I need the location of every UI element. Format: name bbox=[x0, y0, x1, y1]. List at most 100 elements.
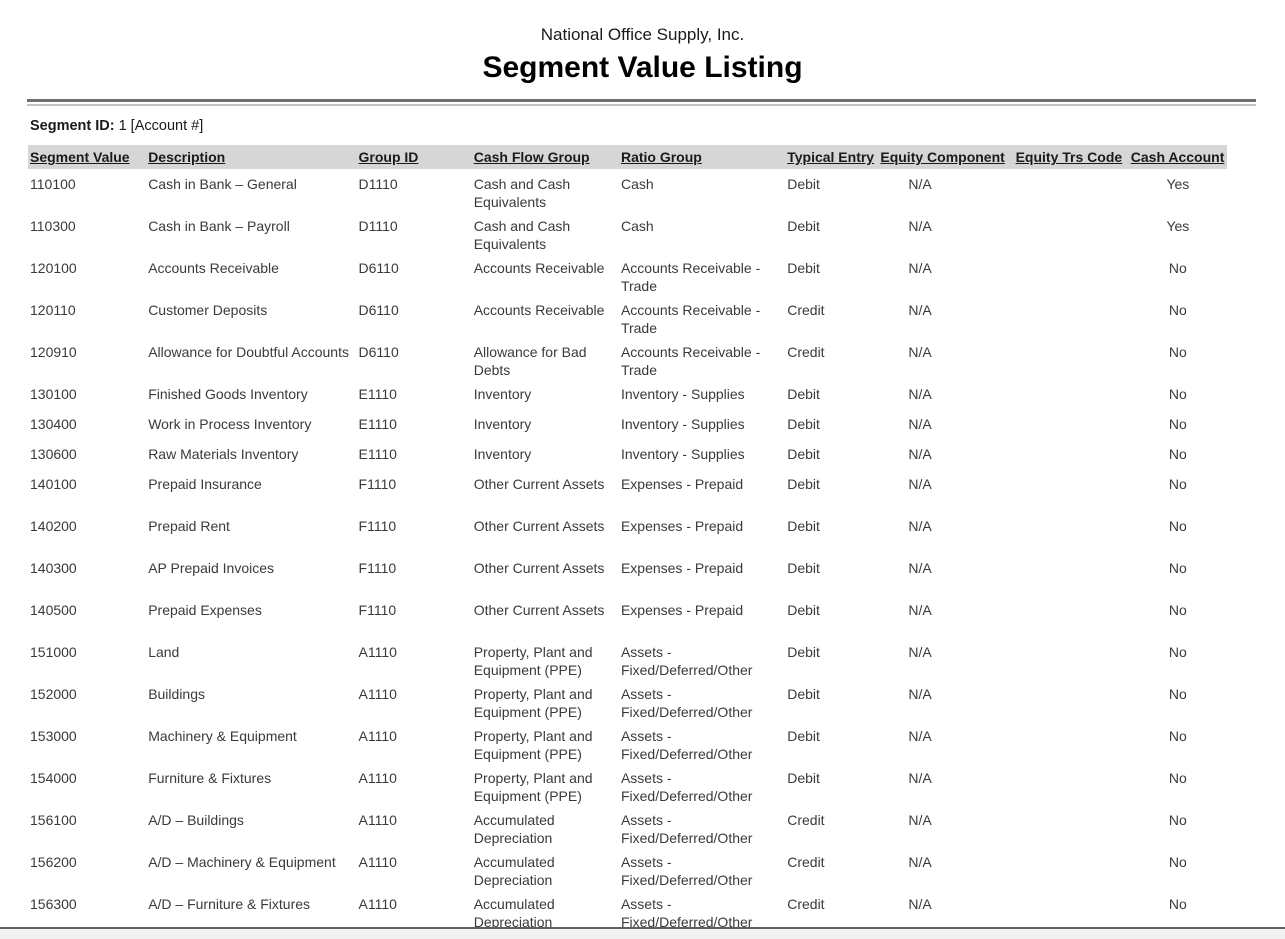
cell-description: Machinery & Equipment bbox=[148, 728, 297, 744]
table-row: 140500 Prepaid Expenses F1110 Other Current… bbox=[28, 595, 1227, 637]
cell-cash-account: No bbox=[1168, 416, 1187, 432]
cell-cash-flow-group: Accumulated Depreciation bbox=[473, 812, 555, 846]
cell-cash-flow-group: Property, Plant and Equipment (PPE) bbox=[473, 644, 593, 678]
cell-equity-trs-code bbox=[1014, 637, 1129, 679]
table-row: 140100 Prepaid Insurance F1110 Other Curren… bbox=[28, 469, 1227, 511]
cell-equity-trs-code bbox=[1014, 511, 1129, 553]
cell-cash-flow-group: Property, Plant and Equipment (PPE) bbox=[473, 686, 593, 720]
cell-segment-value: 120110 bbox=[30, 302, 76, 318]
cell-description: Prepaid Expenses bbox=[148, 602, 262, 618]
cell-segment-value: 154000 bbox=[30, 770, 77, 786]
cell-typical-entry: Debit bbox=[787, 770, 820, 786]
cell-description: Customer Deposits bbox=[148, 302, 268, 318]
column-header-cash-flow-group: Cash Flow Group bbox=[473, 149, 590, 165]
cell-group-id: D1110 bbox=[358, 176, 398, 192]
cell-equity-trs-code bbox=[1014, 721, 1129, 763]
cell-cash-flow-group: Allowance for Bad Debts bbox=[473, 344, 587, 378]
table-row: 156100 A/D – Buildings A1110 Accumulated De… bbox=[28, 805, 1227, 847]
cell-segment-value: 140100 bbox=[30, 476, 77, 492]
cell-segment-value: 153000 bbox=[30, 728, 77, 744]
table-row: 156300 A/D – Furniture & Fixtures A1110 Acc… bbox=[28, 889, 1227, 931]
cell-cash-account: No bbox=[1168, 602, 1187, 618]
cell-typical-entry: Debit bbox=[787, 602, 820, 618]
segment-id-value: 1 [Account #] bbox=[118, 118, 204, 134]
cell-equity-component: N/A bbox=[908, 602, 932, 618]
cell-cash-flow-group: Other Current Assets bbox=[473, 518, 605, 534]
cell-segment-value: 120100 bbox=[30, 260, 77, 276]
cell-cash-account: Yes bbox=[1166, 218, 1190, 234]
cell-equity-component: N/A bbox=[908, 476, 932, 492]
cell-cash-account: No bbox=[1168, 686, 1187, 702]
cell-ratio-group: Expenses - Prepaid bbox=[620, 518, 744, 534]
cell-cash-account: No bbox=[1168, 386, 1187, 402]
cell-typical-entry: Debit bbox=[787, 386, 820, 402]
cell-description: A/D – Machinery & Equipment bbox=[148, 854, 336, 870]
cell-typical-entry: Debit bbox=[787, 728, 820, 744]
cell-equity-trs-code bbox=[1014, 169, 1129, 211]
cell-description: Furniture & Fixtures bbox=[148, 770, 272, 786]
cell-equity-component: N/A bbox=[908, 218, 932, 234]
cell-ratio-group: Assets - Fixed/Deferred/Other bbox=[620, 644, 753, 678]
cell-equity-component: N/A bbox=[908, 728, 932, 744]
cell-group-id: E1110 bbox=[358, 446, 397, 462]
cell-cash-account: No bbox=[1168, 770, 1187, 786]
table-row: 152000 Buildings A1110 Property, Plant and … bbox=[28, 679, 1227, 721]
cell-equity-trs-code bbox=[1014, 805, 1129, 847]
cell-equity-trs-code bbox=[1014, 211, 1129, 253]
table-row: 130600 Raw Materials Inventory E1110 Invent… bbox=[28, 439, 1227, 469]
cell-ratio-group: Accounts Receivable - Trade bbox=[620, 302, 761, 336]
cell-cash-flow-group: Other Current Assets bbox=[473, 602, 605, 618]
column-header-equity-trs-code: Equity Trs Code bbox=[1015, 149, 1123, 165]
cell-ratio-group: Assets - Fixed/Deferred/Other bbox=[620, 686, 753, 720]
cell-typical-entry: Debit bbox=[787, 560, 820, 576]
cell-cash-flow-group: Other Current Assets bbox=[473, 476, 605, 492]
cell-equity-component: N/A bbox=[908, 302, 932, 318]
company-name: National Office Supply, Inc. bbox=[540, 25, 745, 44]
cell-typical-entry: Debit bbox=[787, 446, 820, 462]
cell-typical-entry: Debit bbox=[787, 260, 820, 276]
report-header: National Office Supply, Inc. Segment Val… bbox=[0, 0, 1285, 88]
cell-segment-value: 140200 bbox=[30, 518, 77, 534]
cell-cash-flow-group: Other Current Assets bbox=[473, 560, 605, 576]
cell-segment-value: 120910 bbox=[30, 344, 77, 360]
cell-description: AP Prepaid Invoices bbox=[148, 560, 275, 576]
cell-ratio-group: Cash bbox=[620, 176, 654, 192]
cell-ratio-group: Assets - Fixed/Deferred/Other bbox=[620, 770, 753, 804]
cell-segment-value: 110300 bbox=[30, 218, 76, 234]
cell-typical-entry: Credit bbox=[787, 812, 825, 828]
cell-equity-component: N/A bbox=[908, 176, 932, 192]
cell-typical-entry: Credit bbox=[787, 344, 825, 360]
cell-cash-account: No bbox=[1168, 728, 1187, 744]
column-header-equity-component: Equity Component bbox=[880, 149, 1005, 165]
cell-ratio-group: Accounts Receivable - Trade bbox=[620, 344, 761, 378]
cell-description: Finished Goods Inventory bbox=[148, 386, 308, 402]
cell-equity-component: N/A bbox=[908, 896, 932, 912]
table-row: 120100 Accounts Receivable D6110 Accounts R… bbox=[28, 253, 1227, 295]
table-header-row: Segment Value Description Group ID Cash Flo… bbox=[28, 145, 1227, 169]
cell-equity-component: N/A bbox=[908, 686, 932, 702]
table-row: 110100 Cash in Bank – General D1110 Cash an… bbox=[28, 169, 1227, 211]
cell-ratio-group: Inventory - Supplies bbox=[620, 416, 745, 432]
cell-group-id: D6110 bbox=[358, 260, 399, 276]
cell-equity-trs-code bbox=[1014, 439, 1129, 469]
table-row: 120910 Allowance for Doubtful Accounts D61… bbox=[28, 337, 1227, 379]
segment-value-listing-table: Segment Value Description Group ID Cash Flo… bbox=[28, 145, 1227, 931]
cell-segment-value: 130100 bbox=[30, 386, 77, 402]
cell-ratio-group: Accounts Receivable - Trade bbox=[620, 260, 761, 294]
cell-equity-component: N/A bbox=[908, 812, 932, 828]
cell-group-id: A1110 bbox=[358, 854, 397, 870]
cell-segment-value: 156200 bbox=[30, 854, 77, 870]
cell-ratio-group: Inventory - Supplies bbox=[620, 386, 745, 402]
cell-ratio-group: Inventory - Supplies bbox=[620, 446, 745, 462]
cell-group-id: F1110 bbox=[358, 518, 397, 534]
cell-typical-entry: Debit bbox=[787, 218, 820, 234]
cell-equity-trs-code bbox=[1014, 253, 1129, 295]
cell-segment-value: 140500 bbox=[30, 602, 77, 618]
cell-equity-component: N/A bbox=[908, 416, 932, 432]
cell-cash-account: Yes bbox=[1166, 176, 1190, 192]
cell-ratio-group: Expenses - Prepaid bbox=[620, 476, 744, 492]
cell-equity-component: N/A bbox=[908, 386, 932, 402]
cell-equity-trs-code bbox=[1014, 469, 1129, 511]
cell-group-id: F1110 bbox=[358, 560, 397, 576]
